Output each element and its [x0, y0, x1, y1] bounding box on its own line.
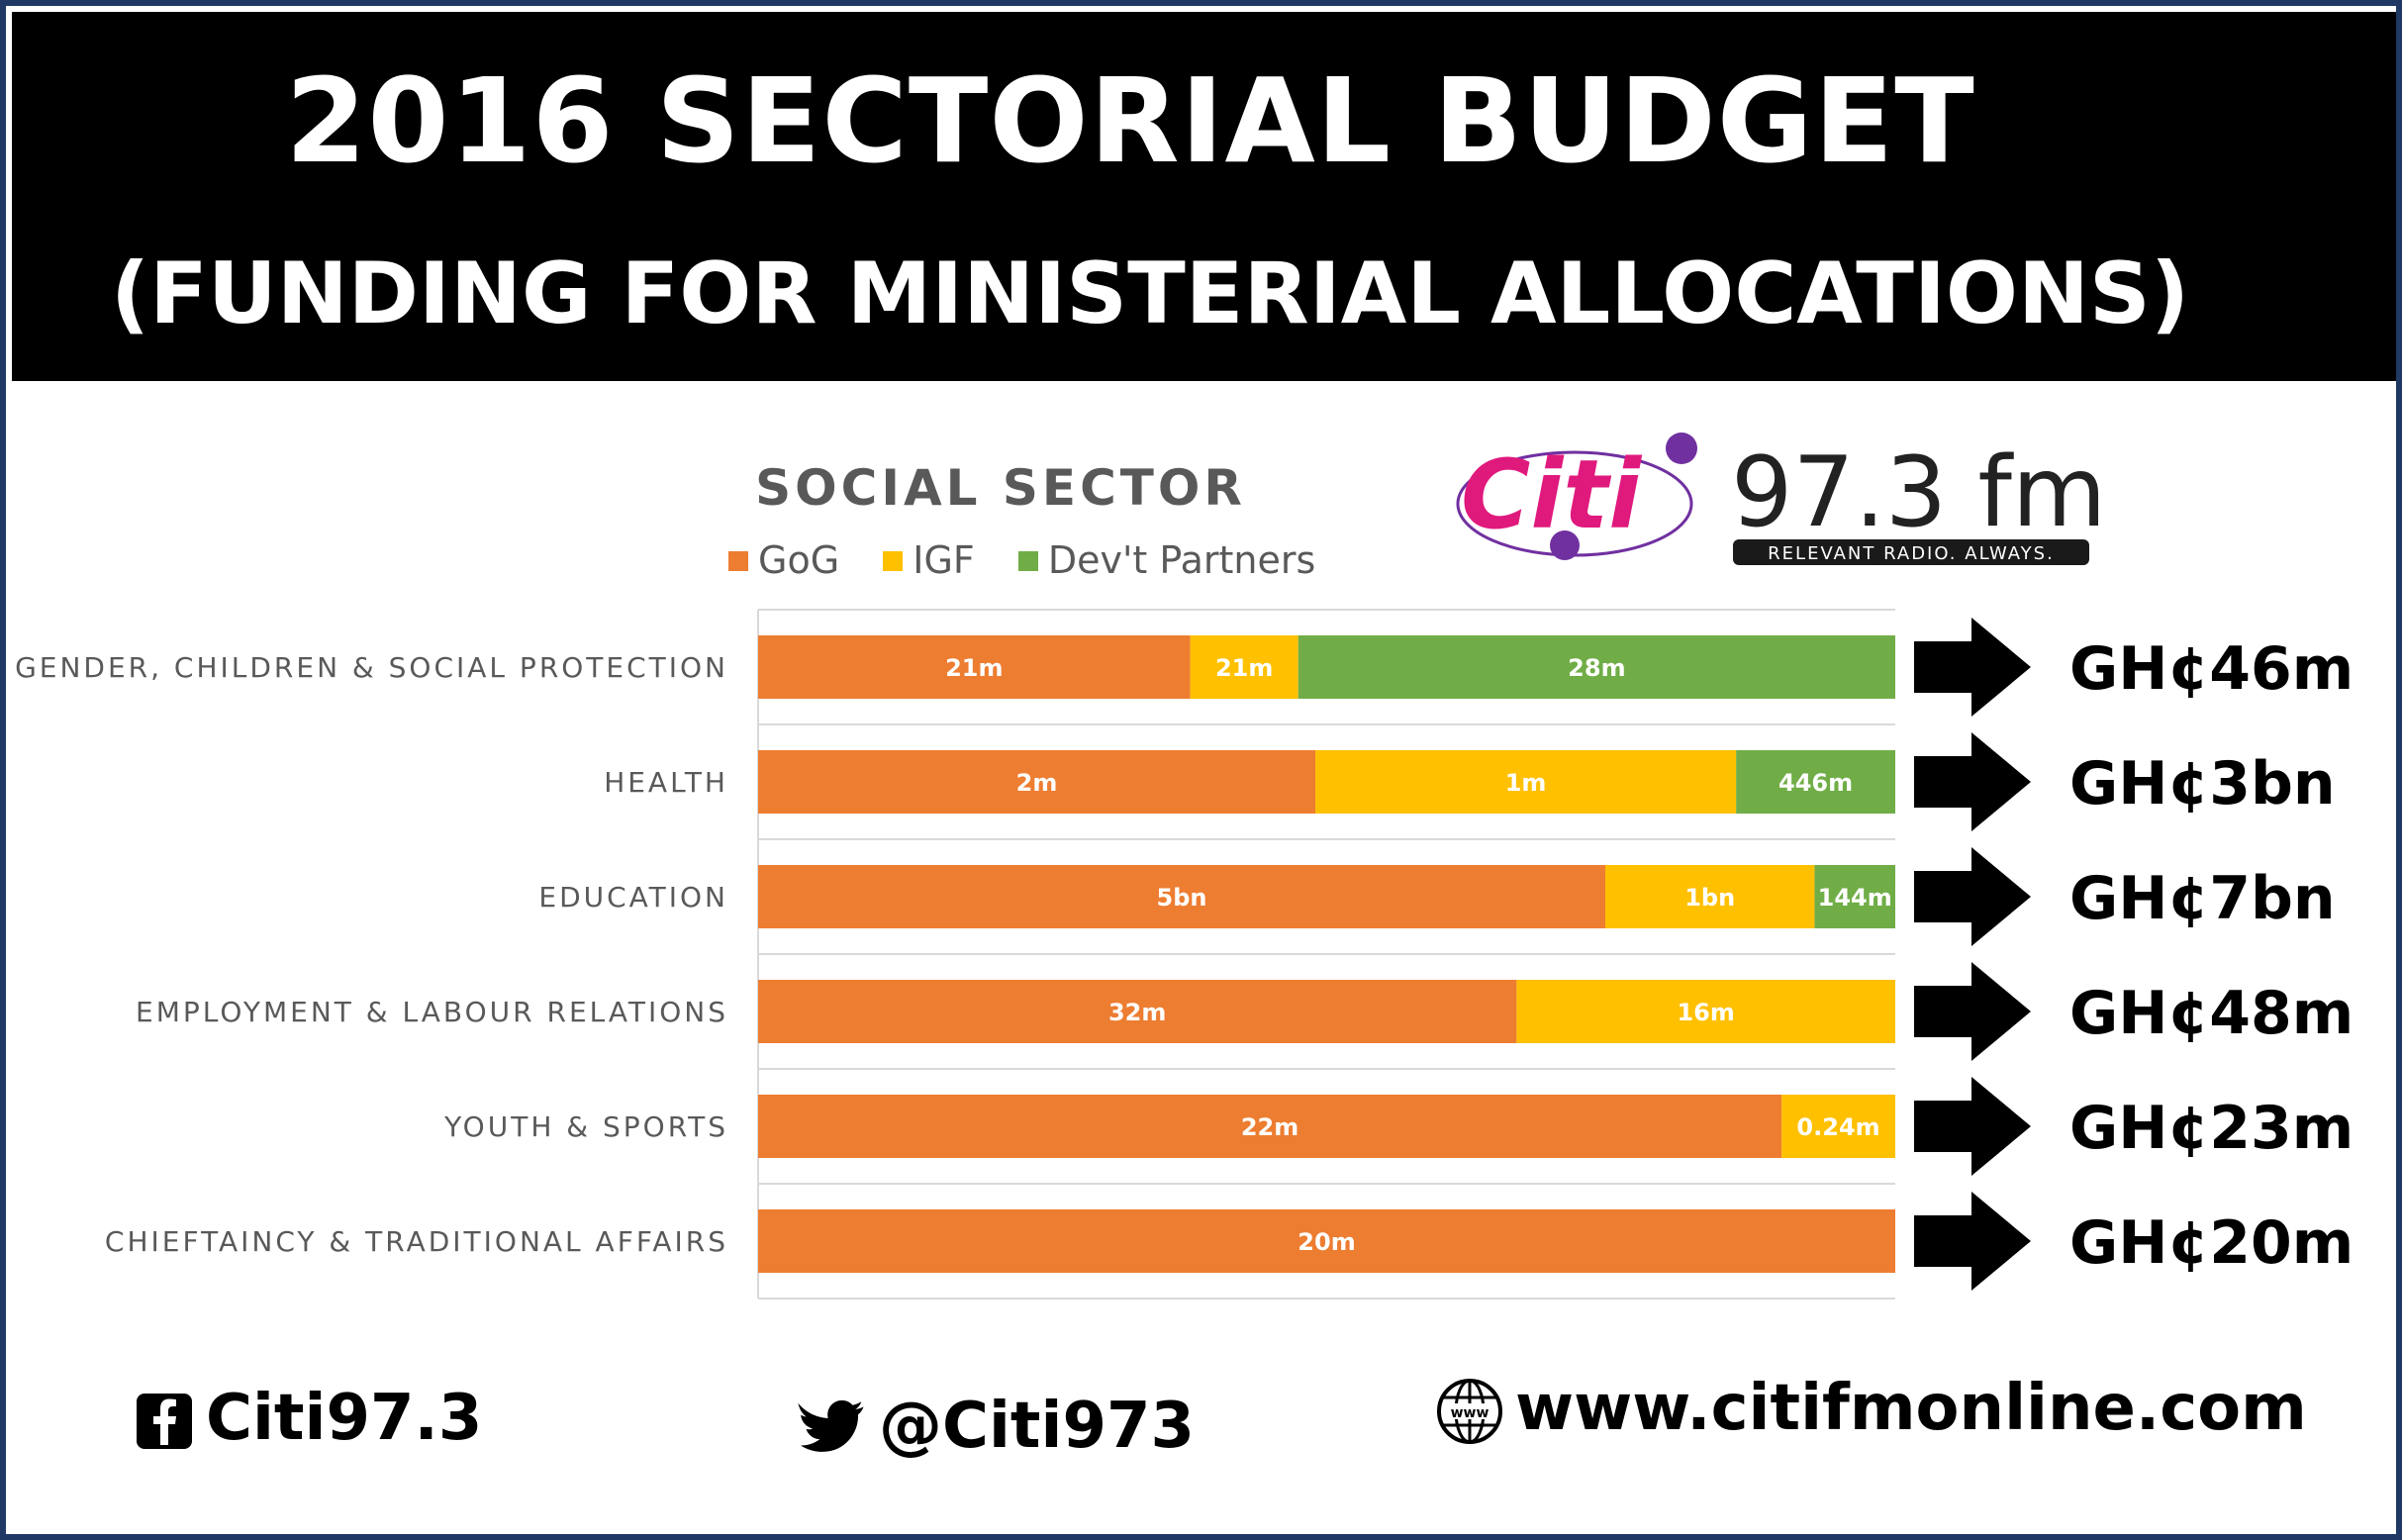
- right-arrow-icon: [1914, 732, 2031, 831]
- bar-segment-igf: [1605, 865, 1815, 928]
- category-label: EMPLOYMENT & LABOUR RELATIONS: [136, 996, 728, 1028]
- data-label: 0.24m: [1796, 1113, 1879, 1141]
- bar-segment-gog: [758, 1095, 1782, 1158]
- legend-label-dev: Dev't Partners: [1047, 538, 1316, 582]
- right-arrow-icon: [1914, 1077, 2031, 1176]
- right-arrow-icon: [1914, 1192, 2031, 1291]
- footer-facebook[interactable]: Citi97.3: [135, 1382, 482, 1455]
- page-title: 2016 SECTORIAL BUDGET: [285, 52, 1975, 189]
- chart-legend: GoG IGF Dev't Partners: [728, 538, 1347, 582]
- footer-website[interactable]: www www.citifmonline.com: [1436, 1372, 2307, 1445]
- logo-tagline: RELEVANT RADIO. ALWAYS.: [1768, 543, 2055, 564]
- data-label: 28m: [1568, 654, 1625, 682]
- bar-segment-gog: [758, 1209, 1895, 1273]
- header-banner: 2016 SECTORIAL BUDGET (FUNDING FOR MINIS…: [12, 12, 2396, 381]
- right-arrow-icon: [1914, 847, 2031, 946]
- data-label: 2m: [1016, 769, 1058, 797]
- category-label: EDUCATION: [538, 881, 728, 914]
- citi-fm-logo: Citi 97.3 fm RELEVANT RADIO. ALWAYS.: [1456, 433, 2106, 565]
- bar-segment-igf: [1190, 635, 1298, 699]
- total-label: GH¢20m: [2069, 1208, 2354, 1278]
- bar-segment-dev: [1297, 635, 1895, 699]
- bar-segment-igf: [1315, 750, 1737, 814]
- total-label: GH¢46m: [2069, 634, 2354, 704]
- right-arrow-icon: [1914, 962, 2031, 1061]
- category-label: HEALTH: [604, 766, 728, 799]
- data-label: 5bn: [1157, 884, 1207, 912]
- bar-segment-gog: [758, 865, 1606, 928]
- total-label: GH¢3bn: [2069, 749, 2336, 818]
- bar-segment-gog: [758, 750, 1316, 814]
- logo-tagline-bar: [1733, 539, 2089, 565]
- data-label: 20m: [1297, 1228, 1355, 1256]
- data-label: 16m: [1677, 999, 1734, 1026]
- data-label: 1m: [1505, 769, 1547, 797]
- data-label: 21m: [1215, 654, 1273, 682]
- chart-title: SOCIAL SECTOR: [755, 459, 1246, 517]
- category-label: YOUTH & SPORTS: [443, 1110, 728, 1143]
- right-arrow-icon: [1914, 618, 2031, 717]
- logo-dot-top: [1666, 433, 1697, 464]
- data-label: 144m: [1818, 884, 1892, 912]
- total-label: GH¢7bn: [2069, 864, 2336, 933]
- bar-segment-igf: [1516, 980, 1895, 1043]
- legend-swatch-dev: [1017, 551, 1038, 571]
- total-label: GH¢23m: [2069, 1094, 2354, 1163]
- data-label: 21m: [945, 654, 1003, 682]
- legend-item-dev: Dev't Partners: [1017, 538, 1316, 582]
- twitter-bird-icon: [798, 1400, 864, 1453]
- legend-label-igf: IGF: [913, 538, 975, 582]
- bar-segment-dev: [1736, 750, 1895, 814]
- website-url: www.citifmonline.com: [1515, 1372, 2307, 1445]
- page-subtitle: (FUNDING FOR MINISTERIAL ALLOCATIONS): [110, 244, 2190, 343]
- logo-brand: Citi: [1461, 439, 1642, 550]
- bar-segment-gog: [758, 980, 1517, 1043]
- globe-www-icon: www: [1437, 1379, 1502, 1445]
- logo-dot-bottom: [1550, 530, 1580, 560]
- legend-swatch-gog: [728, 551, 748, 571]
- category-label: GENDER, CHILDREN & SOCIAL PROTECTION: [15, 651, 728, 684]
- legend-item-igf: IGF: [883, 538, 975, 582]
- logo-frequency: 97.3 fm: [1731, 436, 2106, 549]
- legend-swatch-igf: [883, 551, 904, 571]
- footer: Citi97.3 @Citi973 www www.citifmonline.c…: [6, 1372, 2396, 1491]
- twitter-handle: @Citi973: [879, 1390, 1196, 1463]
- category-label: CHIEFTAINCY & TRADITIONAL AFFAIRS: [105, 1225, 728, 1258]
- footer-twitter[interactable]: @Citi973: [798, 1390, 1195, 1463]
- legend-label-gog: GoG: [758, 538, 840, 582]
- data-label: 1bn: [1684, 884, 1735, 912]
- bar-segment-dev: [1814, 865, 1895, 928]
- svg-text:www: www: [1451, 1405, 1489, 1421]
- data-label: 446m: [1778, 769, 1853, 797]
- bar-segment-igf: [1781, 1095, 1895, 1158]
- total-label: GH¢48m: [2069, 979, 2354, 1048]
- facebook-icon: [137, 1394, 192, 1450]
- bar-segment-gog: [758, 635, 1191, 699]
- data-label: 32m: [1108, 999, 1166, 1026]
- data-label: 22m: [1241, 1113, 1298, 1141]
- stacked-bar-chart: GENDER, CHILDREN & SOCIAL PROTECTION 21m 2…: [15, 609, 2354, 1299]
- facebook-handle: Citi97.3: [206, 1382, 483, 1455]
- legend-item-gog: GoG: [728, 538, 839, 582]
